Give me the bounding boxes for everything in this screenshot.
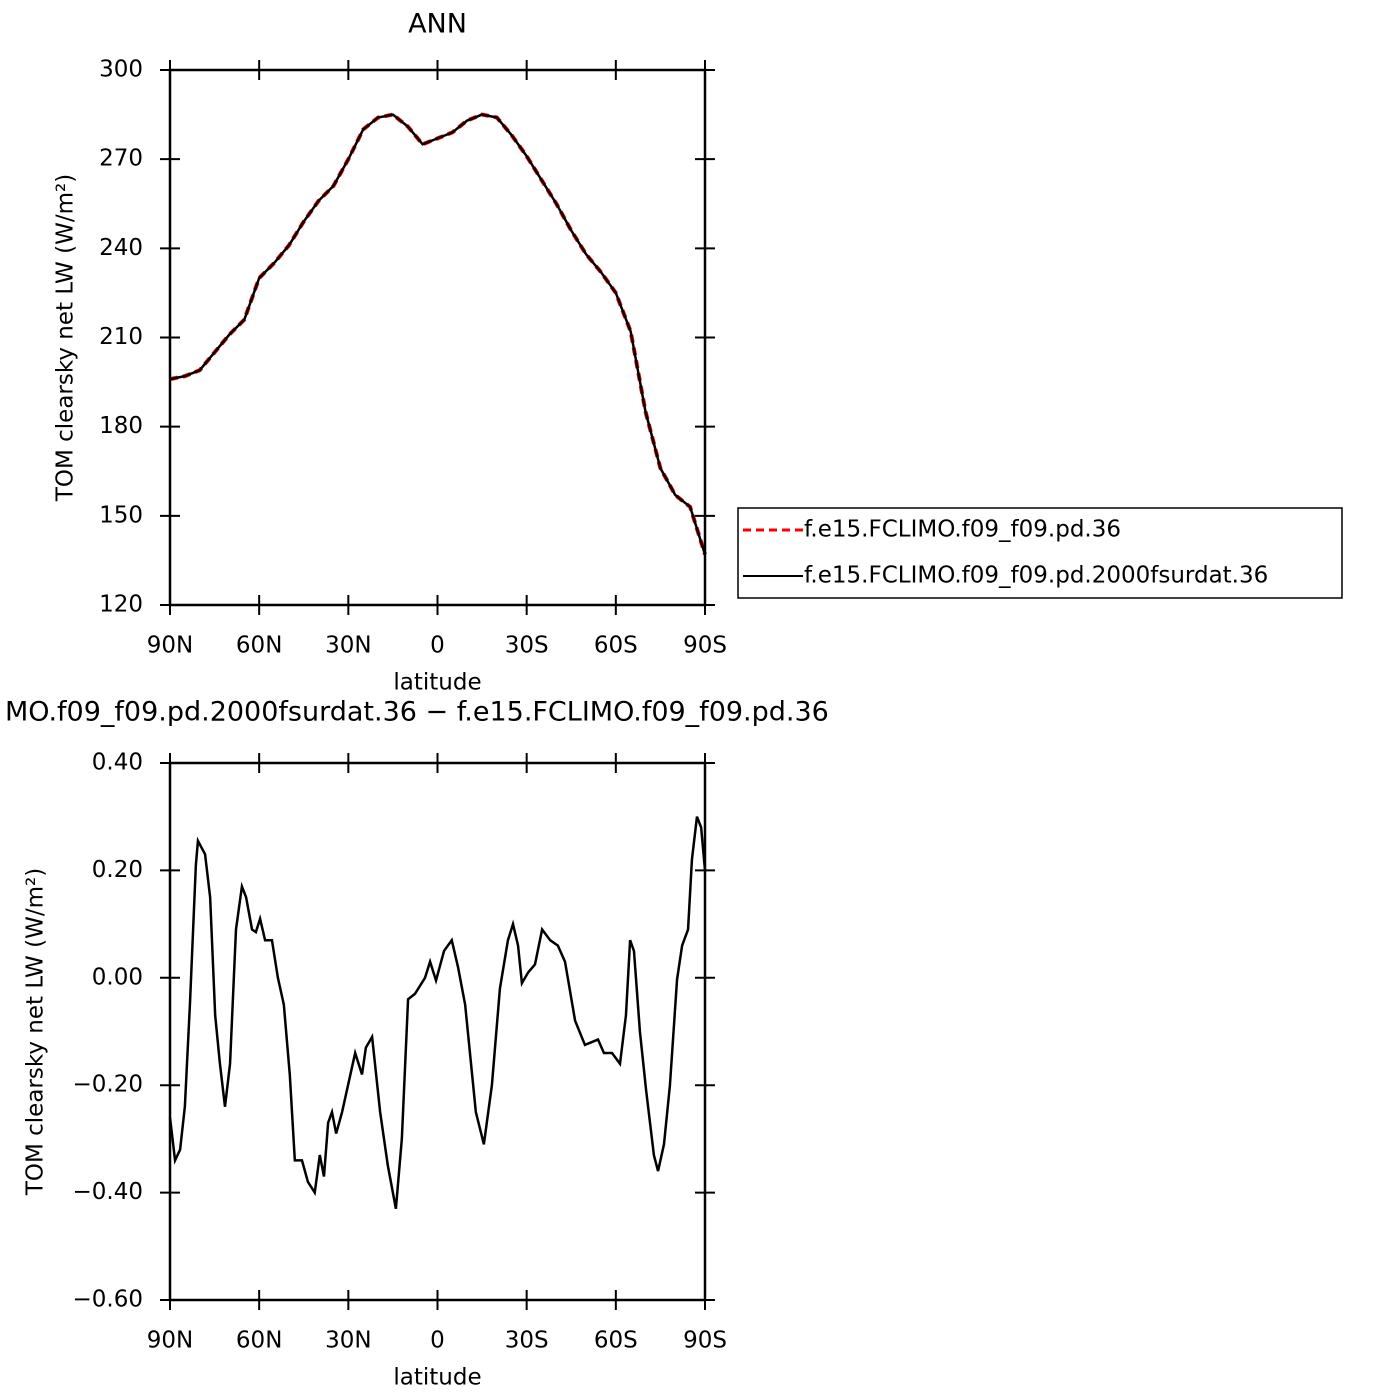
plot-frame [168, 68, 707, 607]
y-tick-label: 120 [99, 592, 143, 618]
y-tick-label: 240 [99, 235, 143, 261]
x-tick-label: 60N [236, 633, 282, 659]
x-axis-label: latitude [393, 670, 481, 696]
legend-label: f.e15.FCLIMO.f09_f09.pd.36 [804, 517, 1121, 543]
y-tick-label: 210 [99, 324, 143, 350]
x-tick-label: 0 [430, 1328, 445, 1354]
series-line [169, 112, 707, 556]
x-tick-label: 60S [594, 633, 638, 659]
x-tick-label: 30S [505, 633, 549, 659]
x-tick-label: 90S [683, 1328, 727, 1354]
x-tick-label: 0 [430, 633, 445, 659]
y-tick-label: 270 [99, 146, 143, 172]
x-tick-label: 60N [236, 1328, 282, 1354]
x-tick-label: 60S [594, 1328, 638, 1354]
chart-title: ANN [408, 9, 467, 40]
plot-frame [168, 761, 707, 1302]
y-tick-label: 150 [99, 502, 143, 528]
x-tick-label: 30N [325, 1328, 371, 1354]
y-tick-label: 300 [99, 57, 143, 83]
y-tick-label: −0.60 [73, 1287, 143, 1313]
y-axis-label: TOM clearsky net LW (W/m²) [53, 174, 79, 502]
x-tick-label: 30S [505, 1328, 549, 1354]
x-tick-label: 30N [325, 633, 371, 659]
y-tick-label: 0.40 [92, 750, 143, 776]
y-tick-label: 0.00 [92, 964, 143, 990]
legend-box [737, 507, 1343, 599]
y-axis-label: TOM clearsky net LW (W/m²) [23, 868, 49, 1196]
x-tick-label: 90S [683, 633, 727, 659]
legend-label: f.e15.FCLIMO.f09_f09.pd.2000fsurdat.36 [804, 563, 1268, 589]
x-tick-label: 90N [147, 1328, 193, 1354]
series-line [168, 816, 707, 1209]
y-tick-label: −0.20 [73, 1072, 143, 1098]
chart-title: MO.f09_f09.pd.2000fsurdat.36 − f.e15.FCL… [5, 697, 829, 728]
x-axis-label: latitude [393, 1365, 481, 1391]
series-line [169, 113, 707, 555]
y-tick-label: 180 [99, 413, 143, 439]
x-tick-label: 90N [147, 633, 193, 659]
y-tick-label: 0.20 [92, 857, 143, 883]
y-tick-label: −0.40 [73, 1179, 143, 1205]
